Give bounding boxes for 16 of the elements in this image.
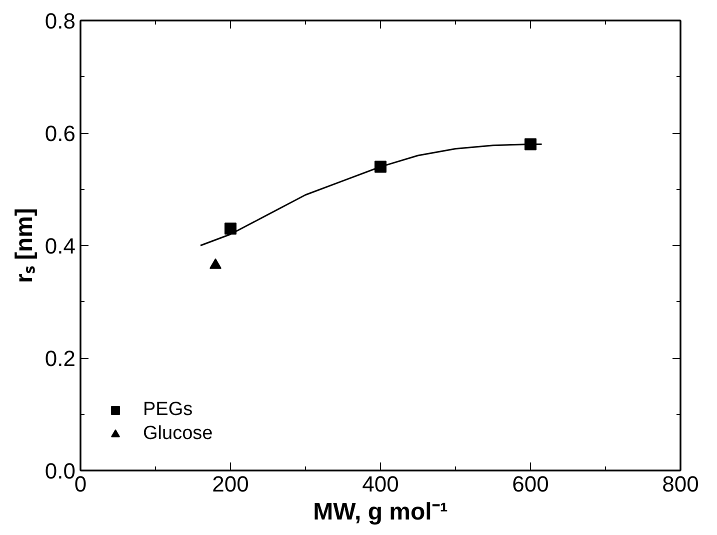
legend-label: PEGs (143, 399, 193, 421)
y-tick-label: 0.4 (44, 234, 76, 258)
y-tick-label: 0.6 (44, 121, 76, 146)
legend-label: Glucose (143, 423, 213, 445)
y-axis-title: rₛ [nm] (10, 208, 38, 283)
x-tick-label: 200 (212, 472, 249, 496)
point (224, 222, 236, 235)
x-axis-title: MW, g mol⁻¹ (313, 498, 448, 526)
y-tick-label: 0.8 (44, 8, 76, 34)
y-tick-label: 0.2 (44, 346, 76, 371)
y-tick-label: 0.0 (44, 458, 76, 484)
x-tick-label: 400 (362, 472, 399, 496)
x-tick-label: 600 (512, 472, 549, 496)
point (210, 258, 222, 269)
x-tick-label: 0 (74, 472, 87, 496)
x-tick-label: 800 (662, 472, 699, 496)
